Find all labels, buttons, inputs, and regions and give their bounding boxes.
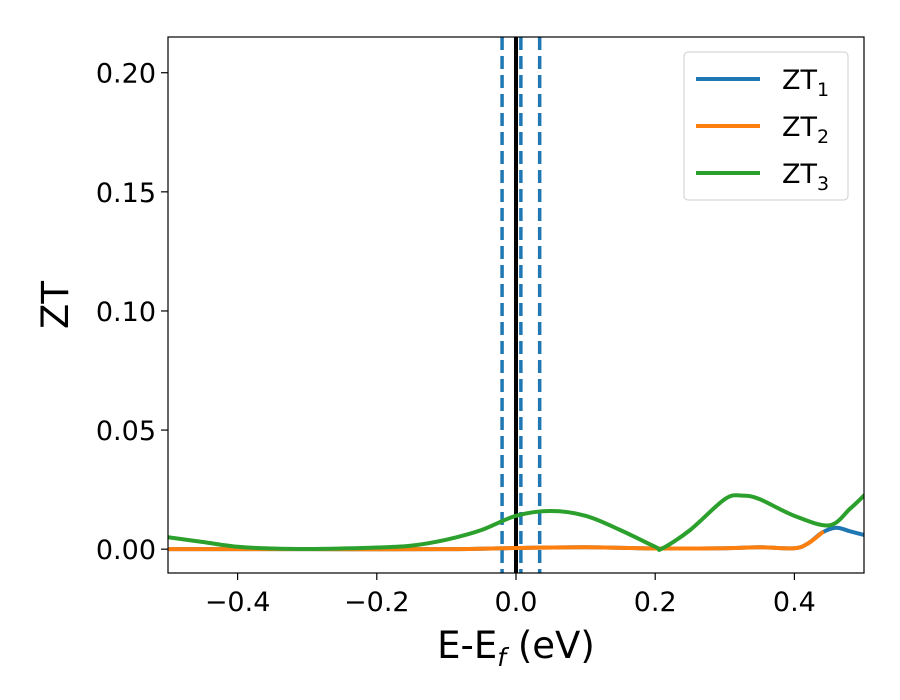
y-tick-label: 0.00	[96, 535, 156, 566]
x-tick-label: −0.2	[344, 587, 410, 618]
y-tick-label: 0.20	[96, 59, 156, 90]
y-tick-label: 0.10	[96, 297, 156, 328]
x-axis-title: E-Ef (eV)	[437, 624, 595, 672]
y-tick-label: 0.15	[96, 178, 156, 209]
y-axis: 0.00 0.05 0.10 0.15 0.20	[96, 59, 168, 566]
legend-box	[683, 51, 849, 201]
legend-label-zt2: ZT2	[782, 112, 829, 148]
series-line-zt3	[168, 493, 864, 552]
legend-label-zt3: ZT3	[782, 159, 829, 195]
x-tick-label: 0.0	[495, 587, 538, 618]
y-axis-title: ZT	[34, 281, 77, 329]
x-axis: −0.4 −0.2 0.0 0.2 0.4	[205, 573, 816, 618]
reference-lines	[500, 37, 542, 573]
data-series	[168, 493, 864, 552]
legend-label-zt1: ZT1	[782, 65, 829, 101]
y-tick-label: 0.05	[96, 416, 156, 447]
x-tick-label: 0.2	[634, 587, 677, 618]
x-tick-label: 0.4	[773, 587, 816, 618]
legend: ZT1 ZT2 ZT3	[683, 51, 849, 201]
x-tick-label: −0.4	[205, 587, 271, 618]
